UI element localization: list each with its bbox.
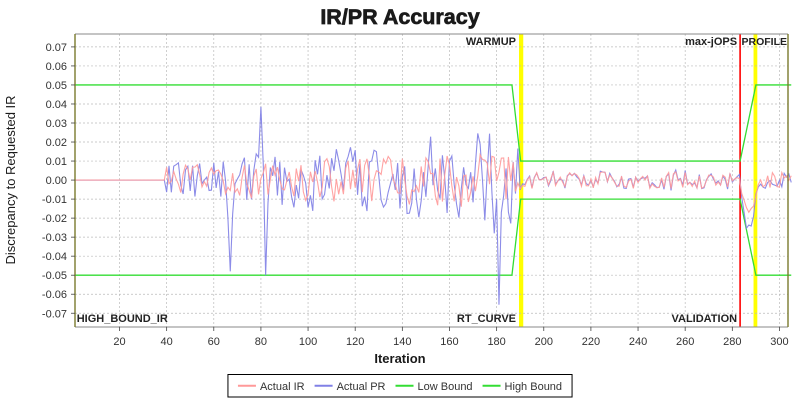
svg-text:0.06: 0.06 — [46, 61, 67, 73]
svg-text:Discrepancy to Requested IR: Discrepancy to Requested IR — [3, 95, 18, 264]
svg-text:PROFILE: PROFILE — [741, 36, 787, 48]
svg-text:200: 200 — [535, 336, 553, 348]
svg-text:240: 240 — [629, 336, 647, 348]
svg-text:HIGH_BOUND_IR: HIGH_BOUND_IR — [77, 313, 168, 325]
svg-text:0.01: 0.01 — [46, 156, 67, 168]
svg-text:0.02: 0.02 — [46, 137, 67, 149]
svg-text:-0.07: -0.07 — [42, 308, 67, 320]
svg-text:20: 20 — [113, 336, 125, 348]
svg-text:0.07: 0.07 — [46, 42, 67, 54]
svg-text:IR/PR Accuracy: IR/PR Accuracy — [320, 5, 479, 29]
svg-text:-0.03: -0.03 — [42, 232, 67, 244]
svg-text:-0.02: -0.02 — [42, 213, 67, 225]
svg-text:220: 220 — [582, 336, 600, 348]
svg-text:RT_CURVE: RT_CURVE — [457, 313, 516, 325]
svg-text:0.04: 0.04 — [46, 99, 67, 111]
svg-text:Low Bound: Low Bound — [418, 381, 473, 393]
svg-text:-0.05: -0.05 — [42, 270, 67, 282]
svg-text:0.05: 0.05 — [46, 80, 67, 92]
svg-text:High Bound: High Bound — [505, 381, 563, 393]
svg-text:40: 40 — [161, 336, 173, 348]
svg-text:-0.06: -0.06 — [42, 289, 67, 301]
svg-text:VALIDATION: VALIDATION — [672, 313, 738, 325]
svg-text:280: 280 — [723, 336, 741, 348]
svg-text:-0.01: -0.01 — [42, 194, 67, 206]
svg-text:60: 60 — [208, 336, 220, 348]
svg-text:100: 100 — [299, 336, 317, 348]
svg-text:300: 300 — [770, 336, 788, 348]
svg-text:0.00: 0.00 — [46, 175, 67, 187]
svg-text:140: 140 — [393, 336, 411, 348]
svg-text:80: 80 — [255, 336, 267, 348]
svg-text:0.03: 0.03 — [46, 118, 67, 130]
svg-text:max-jOPS: max-jOPS — [685, 36, 737, 48]
svg-text:180: 180 — [487, 336, 505, 348]
svg-text:Actual IR: Actual IR — [260, 381, 305, 393]
svg-text:-0.04: -0.04 — [42, 251, 67, 263]
svg-text:WARMUP: WARMUP — [466, 36, 516, 48]
svg-text:120: 120 — [346, 336, 364, 348]
svg-text:160: 160 — [440, 336, 458, 348]
svg-text:Iteration: Iteration — [374, 351, 425, 366]
svg-text:Actual PR: Actual PR — [337, 381, 386, 393]
svg-text:260: 260 — [676, 336, 694, 348]
